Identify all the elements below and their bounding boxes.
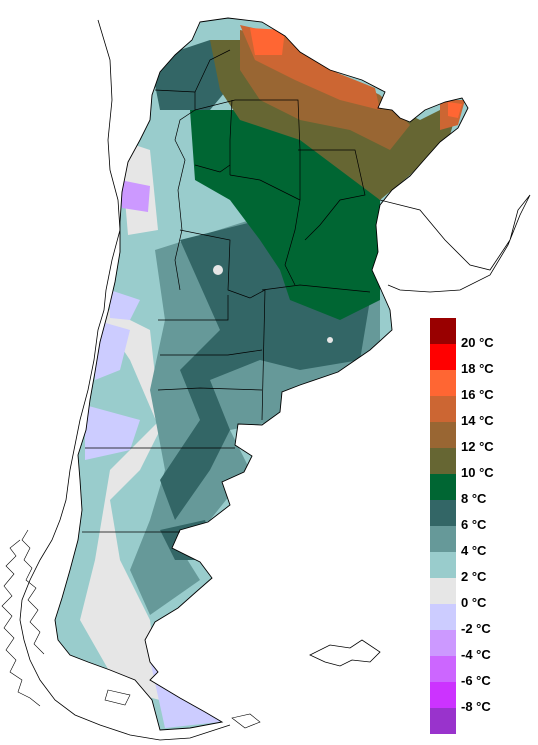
legend-row: 20 °C (430, 318, 530, 350)
argentina-outline (54, 17, 469, 731)
legend-label: 8 °C (461, 491, 487, 506)
legend-label: 16 °C (461, 387, 494, 402)
legend-row: -4 °C (430, 630, 530, 662)
legend-swatch (430, 344, 456, 370)
legend-label: -4 °C (461, 647, 491, 662)
legend-swatch (430, 474, 456, 500)
legend-swatch (430, 318, 456, 344)
legend-swatch (430, 708, 456, 734)
legend-swatch (430, 630, 456, 656)
fjord-coast-2 (21, 529, 45, 655)
province-borders (82, 49, 371, 533)
fuego-islands (104, 689, 261, 729)
legend-row: 14 °C (430, 396, 530, 428)
legend-row: 6 °C (430, 500, 530, 532)
legend-swatch (430, 396, 456, 422)
chile-outline (19, 19, 231, 741)
legend-label: 2 °C (461, 569, 487, 584)
legend-row (430, 708, 530, 734)
legend-swatch (430, 656, 456, 682)
uruguay-outline (379, 194, 531, 293)
legend-row: 8 °C (430, 474, 530, 506)
legend-row: 16 °C (430, 370, 530, 402)
legend-label: 4 °C (461, 543, 487, 558)
legend-row: 2 °C (430, 552, 530, 584)
legend-swatch (430, 682, 456, 708)
legend-label: -8 °C (461, 699, 491, 714)
legend-label: 6 °C (461, 517, 487, 532)
legend-row: 0 °C (430, 578, 530, 610)
legend-label: -6 °C (461, 673, 491, 688)
legend-label: -2 °C (461, 621, 491, 636)
legend-label: 20 °C (461, 335, 494, 350)
legend-row: -8 °C (430, 682, 530, 714)
fjord-coast (1, 539, 41, 707)
legend-row: 10 °C (430, 448, 530, 480)
legend-row: -2 °C (430, 604, 530, 636)
legend-row: -6 °C (430, 656, 530, 688)
legend-label: 0 °C (461, 595, 487, 610)
legend-swatch (430, 500, 456, 526)
legend-swatch (430, 370, 456, 396)
legend-swatch (430, 578, 456, 604)
legend-swatch (430, 604, 456, 630)
legend-label: 14 °C (461, 413, 494, 428)
legend-swatch (430, 422, 456, 448)
legend-swatch (430, 448, 456, 474)
legend-row: 12 °C (430, 422, 530, 454)
temperature-legend: 20 °C 18 °C 16 °C 14 °C 12 °C 10 °C 8 °C… (430, 318, 530, 734)
legend-swatch (430, 552, 456, 578)
malvinas-islands (309, 639, 381, 667)
legend-swatch (430, 526, 456, 552)
legend-row: 4 °C (430, 526, 530, 558)
legend-row: 18 °C (430, 344, 530, 376)
legend-label: 10 °C (461, 465, 494, 480)
legend-label: 18 °C (461, 361, 494, 376)
legend-label: 12 °C (461, 439, 494, 454)
